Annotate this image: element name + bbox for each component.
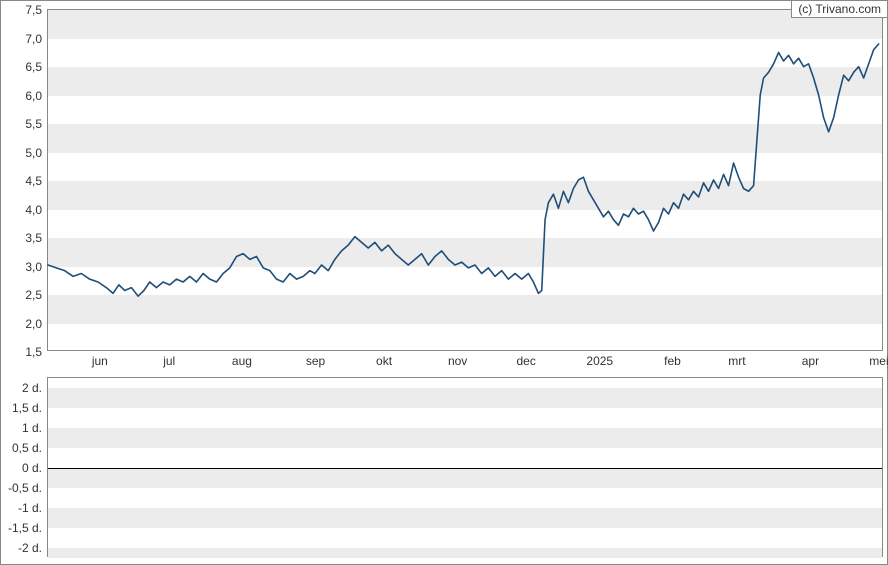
x-tick-label: jun (92, 350, 108, 368)
y-tick-label: -1,5 d. (8, 521, 48, 535)
grid-stripe (48, 468, 882, 488)
y-tick-label: 6,0 (25, 89, 48, 103)
y-tick-label: 1,5 (25, 345, 48, 359)
x-tick-label: jul (163, 350, 175, 368)
x-tick-label: apr (802, 350, 819, 368)
y-tick-label: 4,0 (25, 203, 48, 217)
y-tick-label: 1 d. (22, 421, 48, 435)
y-tick-label: 2,5 (25, 288, 48, 302)
y-tick-label: 7,0 (25, 32, 48, 46)
y-tick-label: 1,5 d. (12, 401, 48, 415)
y-tick-label: 0 d. (22, 461, 48, 475)
x-tick-label: nov (448, 350, 467, 368)
x-tick-label: feb (664, 350, 681, 368)
y-tick-label: 0,5 d. (12, 441, 48, 455)
y-tick-label: 4,5 (25, 174, 48, 188)
x-tick-label: mei (869, 350, 888, 368)
y-tick-label: -2 d. (18, 541, 48, 555)
grid-stripe (48, 548, 882, 558)
y-tick-label: 7,5 (25, 3, 48, 17)
zero-line (48, 468, 882, 469)
price-chart: 1,52,02,53,03,54,04,55,05,56,06,57,07,5j… (47, 9, 883, 351)
x-tick-label: dec (517, 350, 536, 368)
y-tick-label: 6,5 (25, 60, 48, 74)
x-tick-label: 2025 (586, 350, 613, 368)
x-tick-label: sep (306, 350, 325, 368)
y-tick-label: 3,5 (25, 231, 48, 245)
grid-stripe (48, 388, 882, 408)
y-tick-label: -0,5 d. (8, 481, 48, 495)
y-tick-label: 5,5 (25, 117, 48, 131)
y-tick-label: -1 d. (18, 501, 48, 515)
chart-container: (c) Trivano.com 1,52,02,53,03,54,04,55,0… (0, 0, 888, 565)
x-tick-label: aug (232, 350, 252, 368)
y-tick-label: 2,0 (25, 317, 48, 331)
x-tick-label: okt (376, 350, 392, 368)
x-tick-label: mrt (728, 350, 745, 368)
price-line (48, 10, 882, 350)
grid-stripe (48, 508, 882, 528)
indicator-chart: 2 d.1,5 d.1 d.0,5 d.0 d.-0,5 d.-1 d.-1,5… (47, 377, 883, 557)
y-tick-label: 3,0 (25, 260, 48, 274)
y-tick-label: 5,0 (25, 146, 48, 160)
y-tick-label: 2 d. (22, 381, 48, 395)
grid-stripe (48, 428, 882, 448)
copyright-label: (c) Trivano.com (791, 1, 887, 18)
